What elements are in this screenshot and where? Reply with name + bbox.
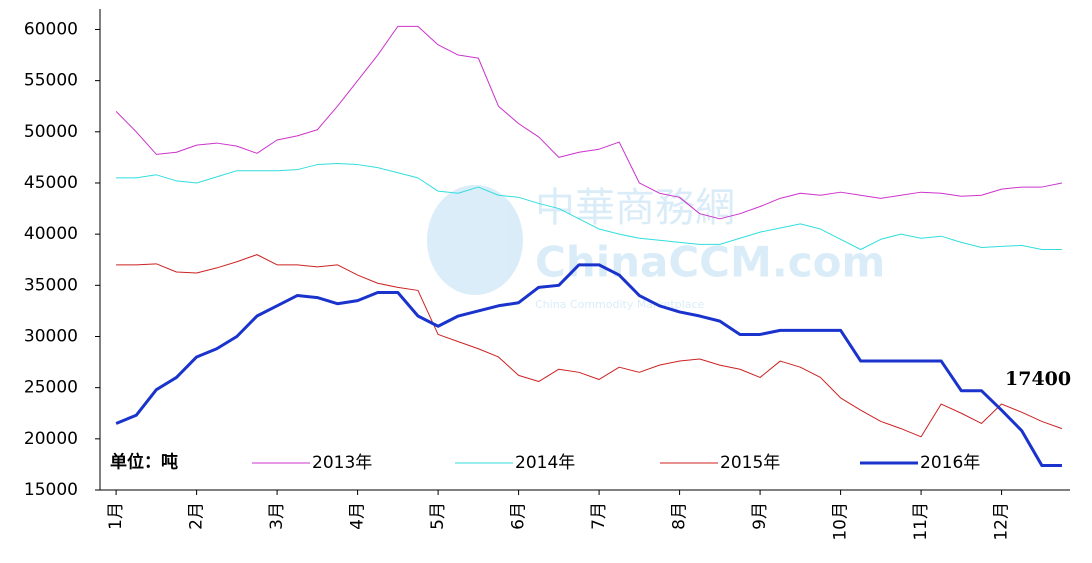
x-tick-label: 4月 [348, 502, 368, 530]
legend-label: 2015年 [720, 453, 780, 473]
x-tick-label: 5月 [428, 502, 448, 530]
y-tick-label: 25000 [24, 378, 78, 398]
y-tick-label: 45000 [24, 173, 78, 193]
series-line [115, 25, 1063, 220]
y-tick-label: 15000 [24, 480, 78, 500]
x-tick-label: 12月 [992, 502, 1012, 541]
y-tick-label: 55000 [24, 71, 78, 91]
x-tick-label: 6月 [509, 502, 529, 530]
y-tick-label: 60000 [24, 19, 78, 39]
series-line [116, 163, 1062, 250]
y-tick-label: 20000 [24, 429, 78, 449]
legend-label: 2013年 [312, 453, 372, 473]
x-tick-label: 3月 [267, 502, 287, 530]
x-tick-label: 7月 [589, 502, 609, 530]
series-line [116, 254, 1063, 438]
y-tick-label: 30000 [24, 326, 78, 346]
x-tick-label: 2月 [187, 502, 207, 530]
legend-label: 2016年 [920, 453, 980, 473]
watermark-en: ChinaCCM.com [535, 238, 885, 287]
annotation: 17400 [1005, 368, 1071, 390]
x-tick-label: 8月 [670, 502, 690, 530]
watermark-cn: 中華商務網 [535, 185, 735, 231]
x-tick-label: 10月 [831, 502, 851, 541]
x-tick-label: 1月 [106, 502, 126, 530]
unit-label: 单位：吨 [110, 452, 178, 473]
legend-label: 2014年 [515, 453, 575, 473]
x-tick-label: 9月 [750, 502, 770, 530]
watermark-logo [427, 185, 523, 295]
watermark: 中華商務網 ChinaCCM.com China Commodity Marke… [427, 185, 885, 311]
series-line [115, 263, 1062, 467]
y-tick-label: 40000 [24, 224, 78, 244]
watermark-sub: China Commodity Marketplace [535, 298, 704, 311]
x-tick-label: 11月 [911, 502, 931, 541]
y-tick-label: 50000 [24, 122, 78, 142]
y-tick-label: 35000 [24, 275, 78, 295]
